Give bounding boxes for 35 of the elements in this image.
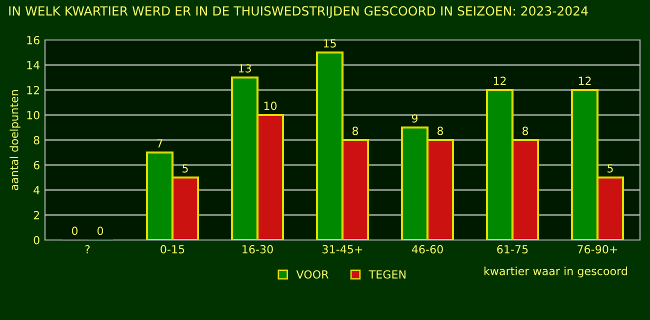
x-tick-label: 61-75 <box>497 245 528 254</box>
data-label: 13 <box>238 64 251 73</box>
data-label: 12 <box>578 76 591 85</box>
data-label: 15 <box>324 39 336 48</box>
y-tick-label: 8 <box>34 136 40 144</box>
data-label: 9 <box>412 114 418 123</box>
y-tick-label: 12 <box>27 86 40 94</box>
data-label: 0 <box>97 226 104 236</box>
y-tick-label: 2 <box>34 210 40 220</box>
y-tick-label: 10 <box>27 110 40 120</box>
x-tick-label: 16-30 <box>242 245 273 254</box>
x-tick-label: 76-90+ <box>578 245 618 254</box>
data-label: 5 <box>182 164 188 173</box>
data-label: 7 <box>157 139 162 148</box>
data-label: 12 <box>494 76 506 85</box>
y-tick-label: 4 <box>34 186 40 194</box>
y-axis-title: aantal doelpunten <box>10 90 20 190</box>
x-tick-label: 0-15 <box>160 245 184 254</box>
data-label: 5 <box>608 164 613 173</box>
legend-label: TEGEN <box>368 270 406 279</box>
x-tick-label: ? <box>85 245 90 254</box>
y-tick-label: 16 <box>27 36 40 44</box>
legend-label: VOOR <box>296 270 329 279</box>
x-tick-label: 31-45+ <box>322 245 362 254</box>
data-label: 10 <box>264 102 277 110</box>
x-axis-title: kwartier waar in gescoord <box>484 266 627 278</box>
data-label: 0 <box>72 226 78 236</box>
data-label: 8 <box>522 126 528 136</box>
y-tick-label: 6 <box>34 160 40 170</box>
x-tick-label: 46-60 <box>412 245 443 254</box>
y-tick-label: 0 <box>34 236 40 244</box>
data-label: 8 <box>352 126 358 136</box>
chart-title: IN WELK KWARTIER WERD ER IN DE THUISWEDSTRIJDEN GESCOORD IN SEIZOEN: 2023-2024 <box>9 6 588 18</box>
y-tick-label: 14 <box>27 61 40 70</box>
data-label: 8 <box>437 126 444 136</box>
